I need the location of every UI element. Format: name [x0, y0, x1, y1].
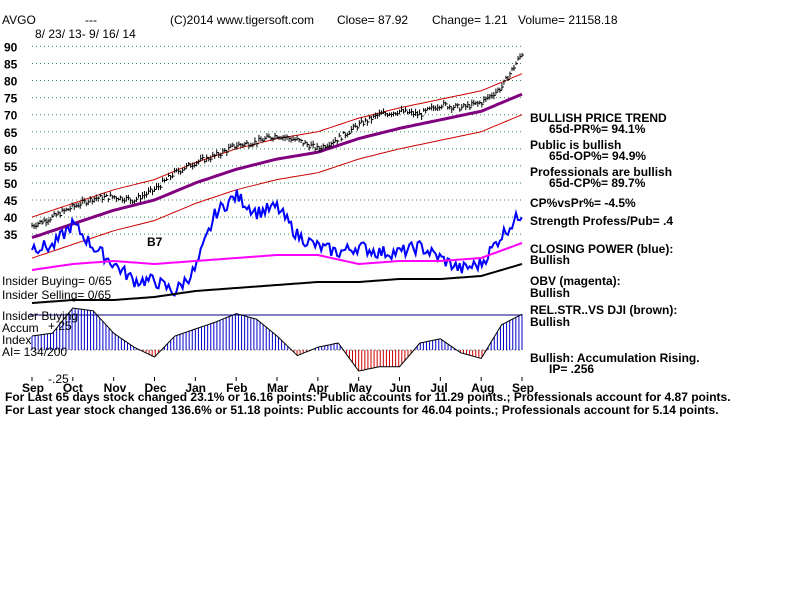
side-panel-text: OBV (magenta): — [530, 274, 621, 288]
y-tick-label: 85 — [4, 57, 18, 71]
accum-ma-line — [31, 307, 523, 372]
insider-buying-label: Insider Buying= 0/65 — [2, 274, 112, 288]
side-panel-text: Professionals are bullish — [530, 165, 672, 179]
side-panel-text: Bullish: Accumulation Rising. — [530, 351, 700, 365]
y-tick-label: 50 — [4, 177, 18, 191]
x-tick-label: Nov — [104, 381, 127, 395]
x-tick-label: May — [349, 381, 373, 395]
side-panel-text: CP%vsPr%= -4.5% — [530, 196, 636, 210]
x-tick-label: Aug — [471, 381, 494, 395]
side-panel-text: IP= .256 — [549, 362, 594, 376]
side-panel-text: CLOSING POWER (blue): — [530, 242, 673, 256]
obv-line — [31, 242, 523, 271]
accumulation-histogram — [31, 307, 523, 372]
y-tick-label: 35 — [4, 228, 18, 242]
insider-selling-label: Insider Selling= 0/65 — [2, 288, 111, 302]
y-tick-label: 45 — [4, 194, 18, 208]
side-panel-text: BULLISH PRICE TREND — [530, 111, 667, 125]
change-label: Change= 1.21 — [432, 13, 508, 27]
side-panel-text: 65d-CP%= 89.7% — [549, 176, 646, 190]
copyright-label: (C)2014 www.tigersoft.com — [170, 13, 314, 27]
x-tick-label: Sep — [22, 381, 44, 395]
footer-line-1: For Last 65 days stock changed 23.1% or … — [5, 390, 731, 404]
side-panel-text: Public is bullish — [530, 138, 621, 152]
price-bars — [31, 52, 524, 230]
x-tick-label: Jun — [390, 381, 411, 395]
side-panel-text: REL.STR..VS DJI (brown): — [530, 303, 677, 317]
moving-average-line — [31, 92, 523, 240]
y-axis-ticks: 90 85 80 75 70 65 60 55 50 45 40 35 — [4, 40, 18, 242]
y-tick-label: 40 — [4, 211, 18, 225]
close-label: Close= 87.92 — [337, 13, 408, 27]
volume-label: Volume= 21158.18 — [518, 13, 618, 27]
y-tick-label: 80 — [4, 75, 18, 89]
x-tick-label: Jul — [430, 381, 447, 395]
x-tick-label: Dec — [145, 381, 167, 395]
ticker-label: AVGO — [2, 13, 36, 27]
side-panel-text: Strength Profess/Pub= .4 — [530, 214, 673, 228]
index-label: Index — [2, 333, 31, 347]
y-tick-label: 70 — [4, 109, 18, 123]
y-tick-label: 55 — [4, 160, 18, 174]
ai-label: AI= 134/200 — [2, 345, 67, 359]
x-axis-ticks: Sep Oct Nov Dec Jan Feb Mar Apr May Jun Jul Aug Sep — [22, 377, 534, 395]
header-dashes: --- — [85, 13, 97, 27]
side-panel-text: Bullish — [530, 286, 570, 300]
y-tick-label: 75 — [4, 92, 18, 106]
y-tick-label: 90 — [4, 40, 18, 54]
relstr-line — [31, 263, 523, 304]
side-panel-text: Bullish — [530, 315, 570, 329]
y-tick-label: 65 — [4, 126, 18, 140]
date-range-label: 8/ 23/ 13- 9/ 16/ 14 — [35, 27, 136, 41]
y-tick-label: 60 — [4, 143, 18, 157]
accum-label: Accum — [2, 321, 39, 335]
x-tick-label: Jan — [185, 381, 206, 395]
x-tick-label: Mar — [267, 381, 289, 395]
x-tick-label: Sep — [512, 381, 534, 395]
side-panel-text: 65d-PR%= 94.1% — [549, 122, 646, 136]
lower-band-line — [31, 114, 523, 259]
footer-line-2: For Last year stock changed 136.6% or 51… — [5, 403, 719, 417]
b7-signal-label: B7 — [147, 235, 163, 249]
closing-power-line — [31, 189, 523, 297]
neg-level-label: -.25 — [48, 372, 69, 386]
indicator-lines — [31, 73, 523, 304]
accum-level-label: +.25 — [48, 319, 72, 333]
insider-buying2-label: Insider Buying — [2, 309, 78, 323]
upper-band-line — [31, 73, 523, 218]
x-tick-label: Oct — [63, 381, 83, 395]
side-panel-text: 65d-OP%= 94.9% — [549, 149, 646, 163]
x-tick-label: Apr — [308, 381, 329, 395]
side-panel-text: Bullish — [530, 253, 570, 267]
x-tick-label: Feb — [226, 381, 247, 395]
